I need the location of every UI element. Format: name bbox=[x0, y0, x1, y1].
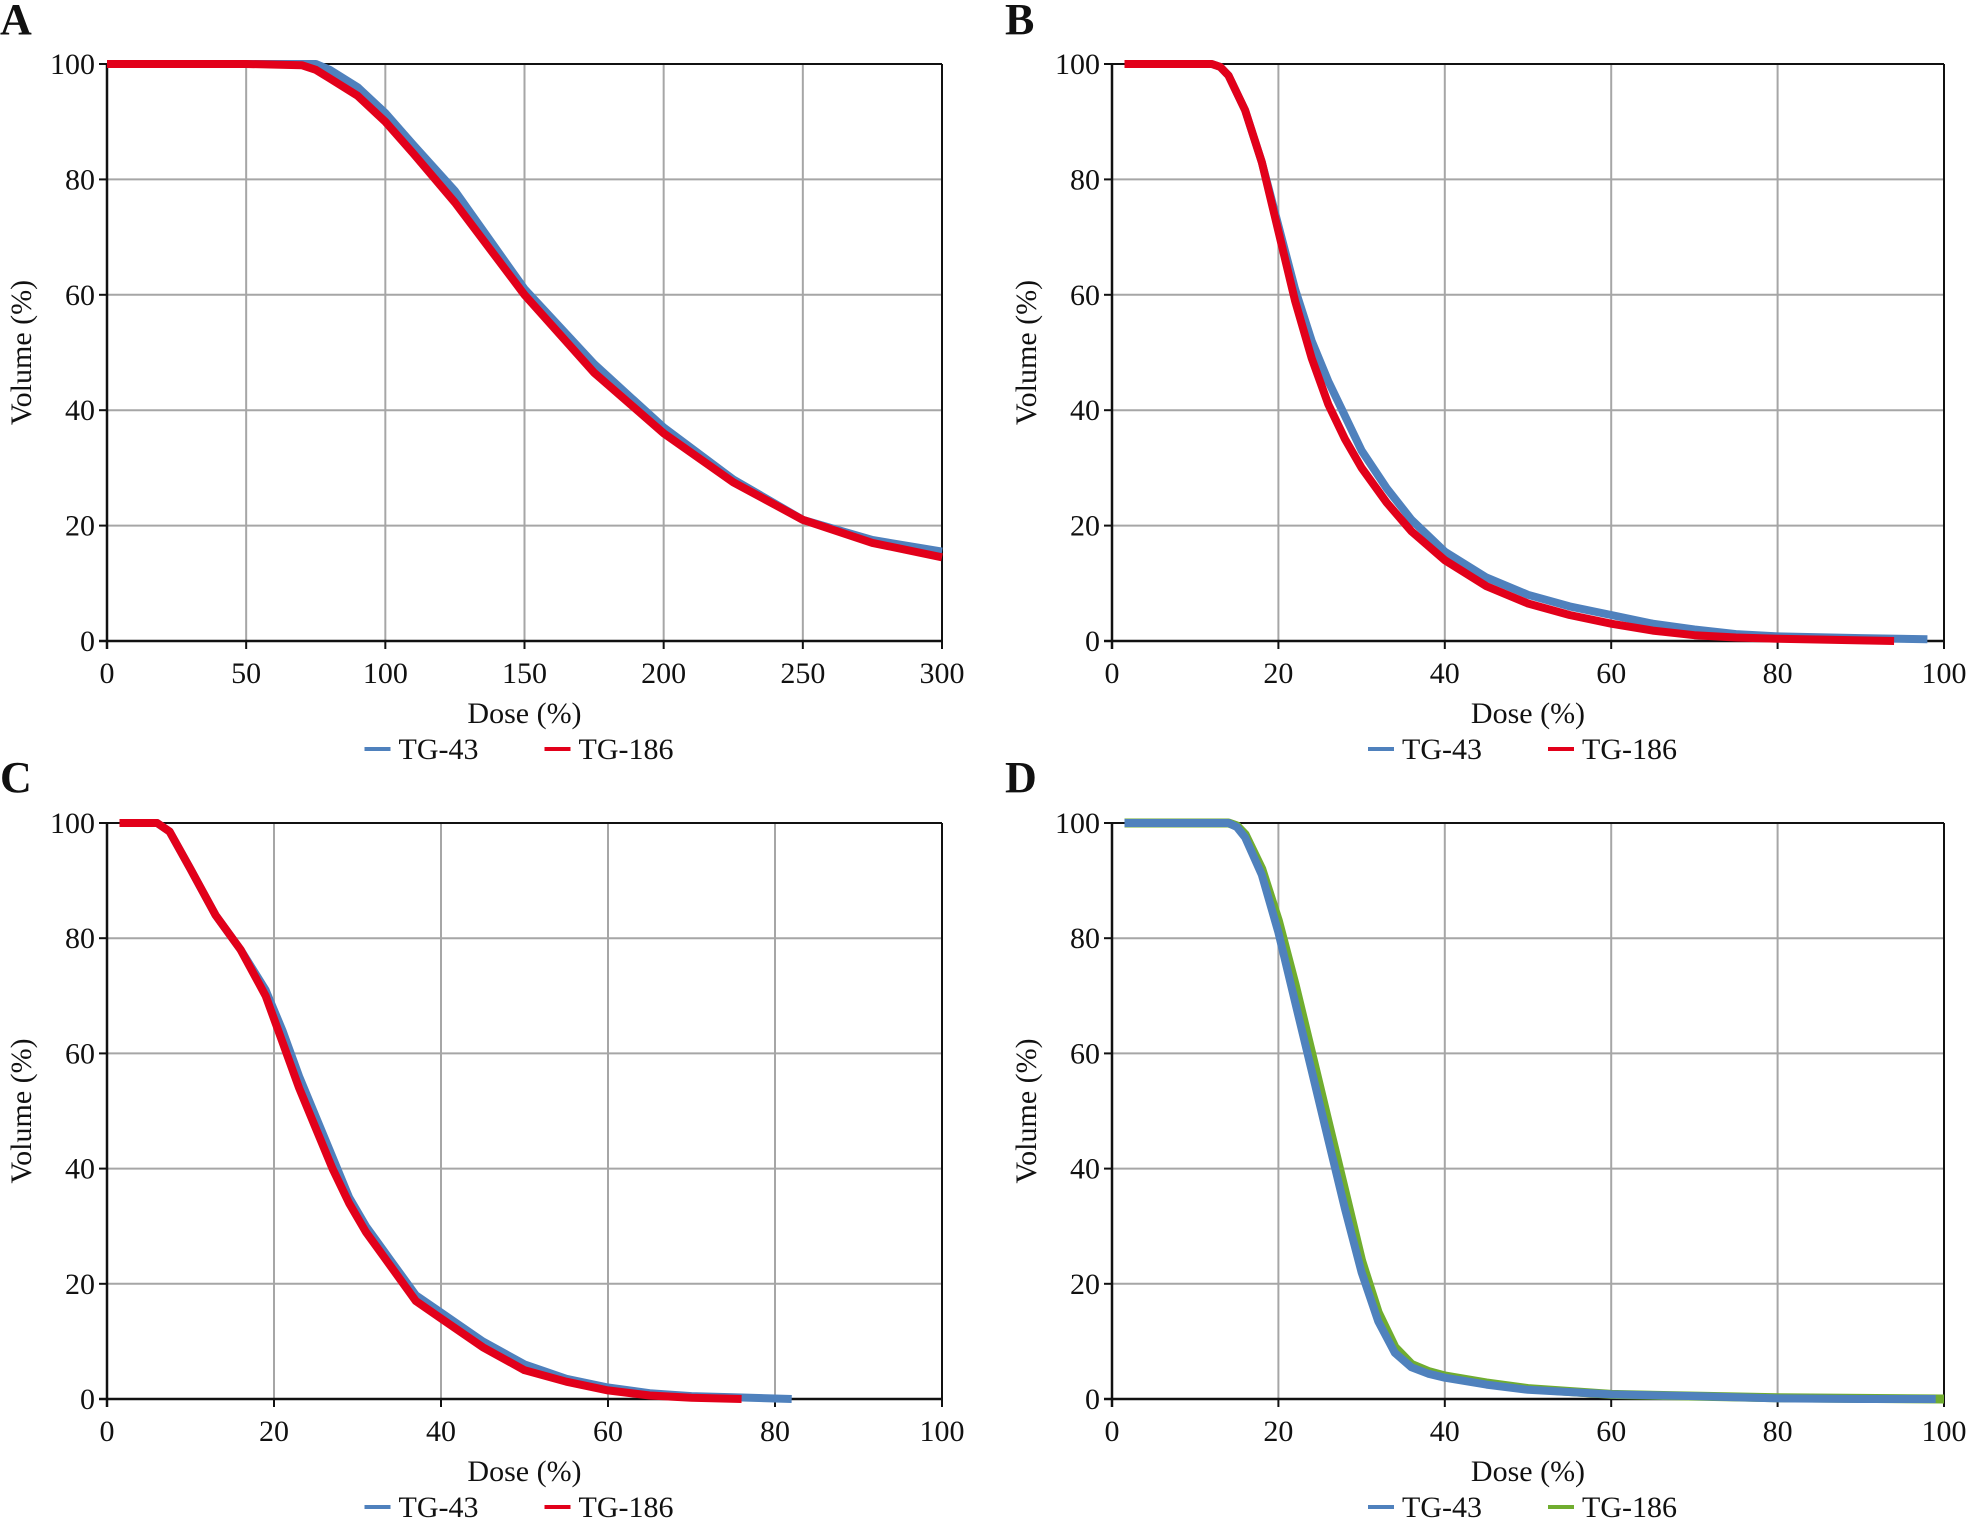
y-axis-label: Volume (%) bbox=[1010, 280, 1043, 425]
panel-c: C 0 20 40 60 80 100 0 20 40 60 80 100 Dose (%) Volume … bbox=[0, 753, 965, 1524]
series-line-tg-186 bbox=[1124, 60, 1895, 645]
x-tick-label: 0 bbox=[100, 1415, 115, 1448]
legend-label: TG-43 bbox=[1402, 1491, 1482, 1524]
y-tick-label: 40 bbox=[1070, 1153, 1100, 1186]
x-axis-label: Dose (%) bbox=[467, 697, 581, 730]
x-tick-label: 60 bbox=[1596, 1415, 1626, 1448]
x-tick-label: 250 bbox=[780, 657, 825, 690]
x-tick-label: 80 bbox=[1763, 1415, 1793, 1448]
y-tick-label: 80 bbox=[1070, 922, 1100, 955]
y-axis-label: Volume (%) bbox=[5, 1038, 38, 1183]
legend-label: TG-43 bbox=[399, 733, 479, 766]
y-tick-label: 80 bbox=[65, 922, 95, 955]
y-tick-label: 100 bbox=[50, 48, 95, 81]
x-tick-label: 80 bbox=[1763, 657, 1793, 690]
x-axis-label: Dose (%) bbox=[1471, 697, 1585, 730]
series-line-tg-186 bbox=[119, 819, 742, 1403]
y-axis-label: Volume (%) bbox=[1010, 1038, 1043, 1183]
y-tick-label: 60 bbox=[65, 279, 95, 312]
series-line-tg-186 bbox=[107, 60, 943, 562]
x-tick-label: 100 bbox=[1922, 1415, 1967, 1448]
x-tick-label: 60 bbox=[593, 1415, 623, 1448]
series-line-tg-43 bbox=[1124, 60, 1928, 644]
legend-label: TG-186 bbox=[579, 733, 674, 766]
x-tick-label: 40 bbox=[1430, 657, 1460, 690]
x-tick-label: 40 bbox=[1430, 1415, 1460, 1448]
x-tick-label: 0 bbox=[1105, 1415, 1120, 1448]
x-axis-label: Dose (%) bbox=[467, 1455, 581, 1488]
legend-label: TG-186 bbox=[1582, 1491, 1677, 1524]
legend-label: TG-43 bbox=[1402, 733, 1482, 766]
y-tick-label: 80 bbox=[1070, 163, 1100, 196]
y-tick-label: 100 bbox=[1055, 807, 1100, 840]
y-tick-label: 20 bbox=[65, 1268, 95, 1301]
y-tick-label: 0 bbox=[80, 1383, 95, 1416]
x-axis-label: Dose (%) bbox=[1471, 1455, 1585, 1488]
x-tick-label: 0 bbox=[1105, 657, 1120, 690]
x-tick-label: 50 bbox=[231, 657, 261, 690]
panel-label: D bbox=[1005, 753, 1037, 802]
y-tick-label: 60 bbox=[65, 1037, 95, 1070]
y-tick-label: 20 bbox=[1070, 1268, 1100, 1301]
panel-label: A bbox=[0, 0, 32, 44]
panel-label: B bbox=[1005, 0, 1034, 44]
x-tick-label: 60 bbox=[1596, 657, 1626, 690]
series-line-tg-43 bbox=[1124, 819, 1936, 1403]
y-tick-label: 0 bbox=[80, 625, 95, 658]
x-tick-label: 100 bbox=[920, 1415, 965, 1448]
y-tick-label: 40 bbox=[65, 1153, 95, 1186]
y-tick-label: 40 bbox=[65, 394, 95, 427]
x-tick-label: 20 bbox=[1263, 657, 1293, 690]
y-axis-label: Volume (%) bbox=[5, 280, 38, 425]
x-tick-label: 20 bbox=[259, 1415, 289, 1448]
x-tick-label: 0 bbox=[100, 657, 115, 690]
y-tick-label: 100 bbox=[1055, 48, 1100, 81]
x-tick-label: 100 bbox=[1922, 657, 1967, 690]
legend-label: TG-186 bbox=[579, 1491, 674, 1524]
panel-d: D 0 20 40 60 80 100 0 20 40 60 80 100 Dose (%) Volume … bbox=[1005, 753, 1967, 1524]
series-line-tg-43 bbox=[119, 819, 792, 1403]
x-tick-label: 300 bbox=[920, 657, 965, 690]
x-tick-label: 200 bbox=[641, 657, 686, 690]
panel-a: A 0 50 100 150 200 250 300 0 20 40 60 80 100 Dose (%) V… bbox=[0, 0, 965, 766]
legend-label: TG-186 bbox=[1582, 733, 1677, 766]
y-tick-label: 20 bbox=[1070, 510, 1100, 543]
y-tick-label: 40 bbox=[1070, 394, 1100, 427]
x-tick-label: 80 bbox=[760, 1415, 790, 1448]
x-tick-label: 20 bbox=[1263, 1415, 1293, 1448]
y-tick-label: 0 bbox=[1085, 1383, 1100, 1416]
panel-b: B 0 20 40 60 80 100 0 20 40 60 80 100 Dose (%) Volume … bbox=[1005, 0, 1967, 766]
y-tick-label: 100 bbox=[50, 807, 95, 840]
x-tick-label: 150 bbox=[502, 657, 547, 690]
y-tick-label: 20 bbox=[65, 510, 95, 543]
y-tick-label: 60 bbox=[1070, 1037, 1100, 1070]
y-tick-label: 60 bbox=[1070, 279, 1100, 312]
legend-label: TG-43 bbox=[399, 1491, 479, 1524]
y-tick-label: 80 bbox=[65, 163, 95, 196]
x-tick-label: 40 bbox=[426, 1415, 456, 1448]
y-tick-label: 0 bbox=[1085, 625, 1100, 658]
series-line-tg-186 bbox=[1124, 818, 1945, 1404]
x-tick-label: 100 bbox=[363, 657, 408, 690]
panel-label: C bbox=[0, 753, 32, 802]
